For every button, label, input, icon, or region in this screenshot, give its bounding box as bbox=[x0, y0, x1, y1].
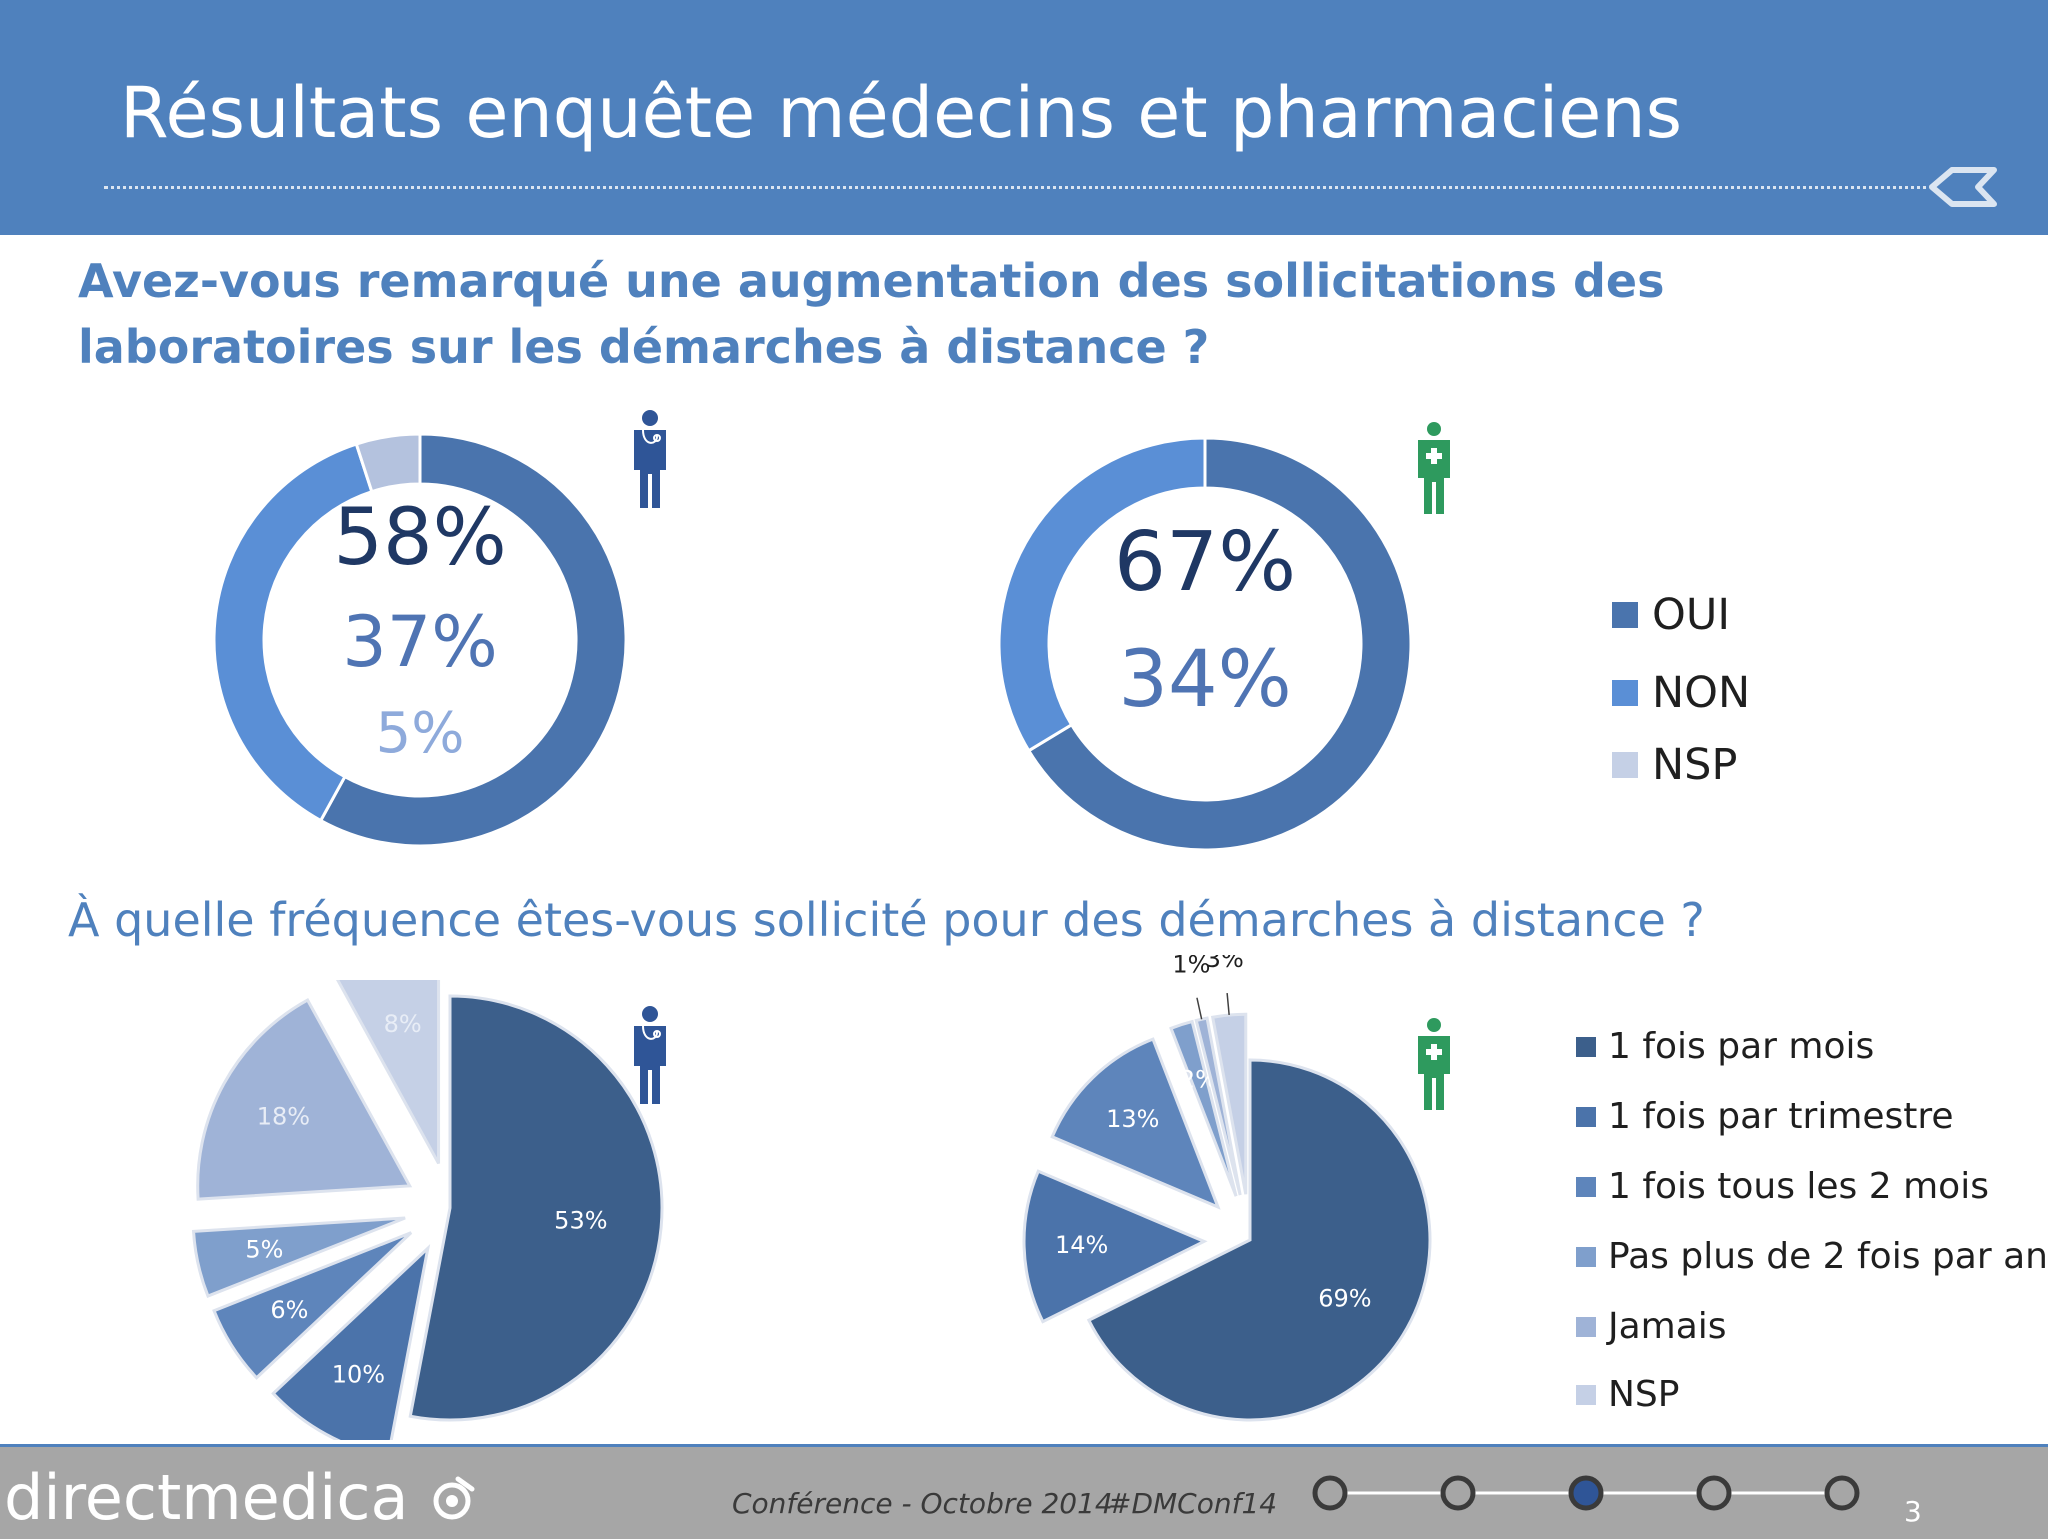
pie-slice bbox=[1022, 1169, 1208, 1324]
legend-label: Jamais bbox=[1608, 1306, 1727, 1347]
legend-item-nsp: NSP bbox=[1612, 740, 1737, 790]
logo-mark-icon bbox=[433, 1476, 475, 1520]
pie-leader-line bbox=[1196, 997, 1203, 1020]
legend-swatch bbox=[1576, 1106, 1596, 1127]
pie-slice bbox=[1050, 1037, 1221, 1210]
pie-value-label: 6% bbox=[270, 1296, 308, 1324]
legend-label: 1 fois par mois bbox=[1608, 1026, 1875, 1067]
progress-dot bbox=[1312, 1475, 1348, 1511]
legend-label: OUI bbox=[1652, 590, 1731, 640]
pie-value-label: 10% bbox=[332, 1361, 385, 1389]
donut-segment bbox=[354, 432, 422, 494]
legend-label: Pas plus de 2 fois par an bbox=[1608, 1236, 2048, 1277]
question-1: Avez-vous remarqué une augmentation des … bbox=[78, 254, 1665, 374]
donut-segment bbox=[1026, 436, 1413, 852]
donut-value-label: 67% bbox=[1114, 515, 1296, 610]
legend-item: Jamais bbox=[1576, 1306, 1727, 1347]
page-title: Résultats enquête médecins et pharmacien… bbox=[120, 72, 1683, 154]
pie-value-label: 53% bbox=[554, 1206, 607, 1234]
doctor-icon bbox=[634, 1006, 666, 1104]
donut-value-label: 34% bbox=[1118, 635, 1291, 725]
pie-value-label: 18% bbox=[257, 1102, 310, 1130]
pie-slice bbox=[191, 1216, 406, 1299]
legend-swatch bbox=[1576, 1246, 1596, 1267]
pie-leader-line bbox=[1226, 992, 1230, 1016]
legend-swatch bbox=[1576, 1036, 1596, 1057]
pie-value-label: 3% bbox=[1206, 955, 1244, 973]
pie-slice bbox=[335, 980, 441, 1165]
pie-chart-pharmacists-frequency: 69%14%13%2%1%3% bbox=[1022, 955, 1432, 1422]
legend-swatch bbox=[1612, 602, 1638, 628]
legend-label: 1 fois tous les 2 mois bbox=[1608, 1166, 1989, 1207]
legend-item: 1 fois par mois bbox=[1576, 1026, 1874, 1067]
pie-slice bbox=[1086, 1058, 1432, 1422]
legend-swatch bbox=[1612, 680, 1638, 706]
chevron-left-icon bbox=[1929, 167, 1997, 207]
progress-dot bbox=[1824, 1475, 1860, 1511]
donut-value-label: 5% bbox=[376, 701, 465, 766]
legend-label: 1 fois par trimestre bbox=[1608, 1096, 1954, 1137]
legend-item-oui: OUI bbox=[1612, 590, 1730, 640]
doctor-icon bbox=[634, 410, 666, 508]
legend-label: NSP bbox=[1652, 740, 1738, 790]
donut-value-label: 37% bbox=[342, 601, 498, 683]
footer-hashtag: #DMConf14 bbox=[1108, 1487, 1278, 1520]
legend-item: Pas plus de 2 fois par an bbox=[1576, 1236, 2048, 1277]
header-bar: Résultats enquête médecins et pharmacien… bbox=[0, 0, 2048, 235]
donut-value-label: 58% bbox=[333, 493, 506, 583]
legend-item-non: NON bbox=[1612, 668, 1750, 718]
legend-swatch bbox=[1576, 1384, 1596, 1405]
legend-swatch bbox=[1576, 1176, 1596, 1197]
pie-value-label: 14% bbox=[1055, 1231, 1108, 1259]
logo-text: directmedica bbox=[4, 1461, 409, 1534]
progress-dot bbox=[1696, 1475, 1732, 1511]
donut-chart-pharmacists: 67%34% bbox=[997, 436, 1413, 852]
footer-bar: directmedica Conférence - Octobre 2014 #… bbox=[0, 1444, 2048, 1539]
pie-value-label: 1% bbox=[1172, 955, 1210, 978]
pie-slice bbox=[1169, 1019, 1238, 1197]
footer-conference: Conférence - Octobre 2014 bbox=[732, 1487, 1113, 1520]
pie-value-label: 69% bbox=[1318, 1285, 1371, 1313]
pie-value-label: 8% bbox=[384, 1010, 422, 1038]
pie-value-label: 5% bbox=[245, 1235, 283, 1263]
donut-chart-doctors: 58% 37% 5% bbox=[212, 432, 628, 848]
pie-slice bbox=[1194, 1016, 1242, 1196]
page-number: 3 bbox=[1904, 1495, 1922, 1528]
legend-swatch bbox=[1576, 1316, 1596, 1337]
pie-slice bbox=[196, 998, 413, 1201]
progress-dot-current bbox=[1568, 1475, 1604, 1511]
legend-label: NSP bbox=[1608, 1374, 1680, 1415]
pie-slice bbox=[1210, 1012, 1248, 1195]
pie-slice bbox=[408, 994, 664, 1422]
header-divider bbox=[104, 186, 1934, 189]
pharmacist-icon bbox=[1418, 1018, 1450, 1110]
logo: directmedica bbox=[4, 1461, 478, 1534]
pharmacist-icon bbox=[1418, 422, 1450, 514]
donut-segment bbox=[212, 442, 374, 823]
pie-chart-doctors-frequency: 53% 10% 6% 5% 18% 8% bbox=[191, 980, 664, 1440]
legend-swatch bbox=[1612, 752, 1638, 778]
legend-item: 1 fois par trimestre bbox=[1576, 1096, 1954, 1137]
progress-dot bbox=[1440, 1475, 1476, 1511]
pie-slice bbox=[212, 1231, 413, 1380]
legend-label: NON bbox=[1652, 668, 1751, 718]
legend-item: 1 fois tous les 2 mois bbox=[1576, 1166, 1989, 1207]
pie-slice bbox=[271, 1244, 431, 1440]
slide-progress-track bbox=[1312, 1475, 1860, 1511]
legend-item: NSP bbox=[1576, 1374, 1680, 1415]
donut-segment bbox=[318, 432, 628, 848]
donut-segment bbox=[997, 436, 1207, 753]
question-2: À quelle fréquence êtes-vous sollicité p… bbox=[68, 893, 1705, 947]
pie-value-label: 13% bbox=[1106, 1105, 1159, 1133]
